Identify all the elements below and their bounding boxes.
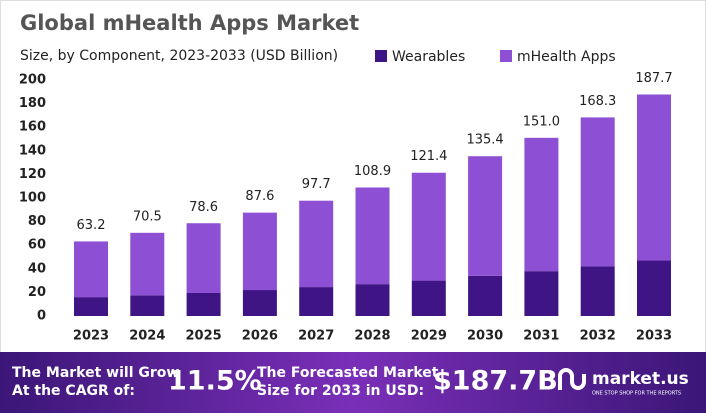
y-tick-label: 200 [19, 73, 46, 88]
bar-segment [130, 295, 165, 316]
x-tick-label: 2029 [411, 329, 447, 344]
total-label: 135.4 [466, 133, 503, 148]
total-label: 168.3 [579, 94, 616, 109]
y-tick-label: 80 [28, 214, 46, 229]
total-label: 108.9 [354, 164, 391, 179]
y-tick-label: 140 [19, 143, 46, 158]
cagr-text: At the CAGR of: [12, 383, 135, 399]
forecast-value: $187.7B [433, 366, 558, 397]
cagr-text: The Market will Grow [12, 365, 179, 381]
brand: market.us [592, 369, 689, 389]
bar-segment [637, 94, 671, 261]
bar-segment [130, 232, 165, 296]
bar-segment [468, 156, 503, 276]
y-tick-label: 40 [28, 261, 46, 276]
x-tick-label: 2023 [73, 329, 109, 344]
x-tick-label: 2030 [467, 329, 503, 344]
legend-label: mHealth Apps [517, 49, 616, 65]
bar-segment [524, 137, 559, 272]
bar-segment [411, 280, 446, 316]
bar-segment [242, 290, 277, 316]
legend-label: Wearables [392, 49, 465, 65]
total-label: 187.7 [635, 71, 672, 86]
bar-segment [524, 271, 559, 316]
bar-segment [74, 297, 108, 316]
x-tick-label: 2033 [636, 329, 672, 344]
bar-segment [299, 287, 334, 316]
bar-segment [580, 266, 615, 316]
forecast-text: The Forecasted Market [257, 365, 439, 381]
y-tick-label: 160 [19, 120, 46, 135]
footer-band [0, 352, 706, 413]
bar-segment [411, 172, 446, 281]
bar-segment [186, 223, 221, 293]
total-label: 87.6 [245, 189, 274, 204]
brand-logo [558, 368, 586, 390]
y-tick-label: 20 [28, 285, 46, 300]
tagline: ONE STOP SHOP FOR THE REPORTS [592, 391, 681, 397]
bar-segment [580, 117, 615, 267]
bar-segment [242, 212, 277, 291]
x-tick-label: 2031 [523, 329, 559, 344]
bar-segment [74, 241, 108, 298]
x-tick-label: 2024 [129, 329, 165, 344]
bar-segment [186, 292, 221, 316]
y-tick-label: 100 [19, 191, 46, 206]
x-tick-label: 2032 [580, 329, 616, 344]
bar-segment [355, 284, 390, 316]
legend: Wearables mHealth Apps [375, 49, 616, 65]
x-tick-label: 2025 [186, 329, 222, 344]
bar-segment [355, 187, 390, 285]
y-tick-label: 120 [19, 167, 46, 182]
y-tick-label: 60 [28, 238, 46, 253]
y-tick-label: 0 [37, 309, 46, 324]
total-label: 63.2 [77, 218, 106, 233]
cagr-value: 11.5% [168, 366, 262, 397]
chart-subtitle: Size, by Component, 2023-2033 (USD Billi… [20, 48, 338, 64]
total-label: 151.0 [523, 114, 560, 129]
x-tick-label: 2027 [298, 329, 334, 344]
bar-segment [468, 275, 503, 316]
y-tick-label: 180 [19, 96, 46, 111]
total-label: 97.7 [302, 177, 331, 192]
x-tick-label: 2028 [354, 329, 390, 344]
total-label: 78.6 [189, 200, 218, 215]
legend-swatch [500, 50, 512, 62]
x-tick-label: 2026 [242, 329, 278, 344]
forecast-text: Size for 2033 in USD: [257, 383, 424, 399]
bar-segment [299, 200, 334, 288]
total-label: 121.4 [410, 149, 447, 164]
legend-swatch [375, 50, 387, 62]
total-label: 70.5 [133, 209, 162, 224]
bar-segment [637, 260, 671, 316]
chart-title: Global mHealth Apps Market [20, 11, 359, 35]
